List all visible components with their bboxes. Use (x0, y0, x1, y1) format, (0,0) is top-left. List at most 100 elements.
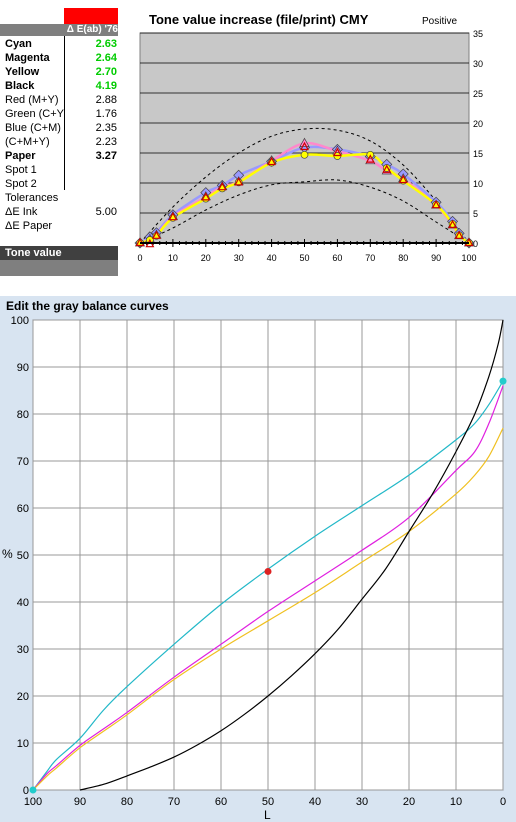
row-value: 2.35 (95, 122, 117, 134)
gb-y-tick: 0 (23, 785, 29, 797)
tvi-point-red-triangle (448, 219, 458, 229)
gb-y-tick: 50 (17, 550, 29, 562)
tvi-x-tick: 100 (461, 253, 476, 263)
delta-e-color-swatch (64, 8, 118, 24)
delta-e-table: Δ E(ab) '76 Cyan 2.63 Magenta 2.64 Yellow 2.7… (0, 0, 118, 280)
gb-x-tick: 50 (262, 796, 274, 808)
gb-control-point[interactable] (29, 786, 37, 794)
tvi-point-red-triangle (267, 156, 277, 166)
row-label: Tolerances (5, 192, 59, 204)
row-label: Magenta (5, 52, 50, 64)
gb-control-point[interactable] (264, 567, 272, 575)
tvi-x-tick: 80 (398, 253, 408, 263)
table-divider (64, 36, 65, 190)
gb-y-tick: 60 (17, 503, 29, 515)
gray-balance-chart[interactable]: Edit the gray balance curves 0 10 20 30 40 50… (0, 296, 516, 822)
gb-series-line[interactable] (32, 385, 504, 791)
row-value: 4.19 (95, 80, 117, 92)
row-label: Yellow (5, 66, 40, 78)
row-label: Blue (C+M) (5, 122, 61, 134)
tvi-x-tick: 60 (332, 253, 342, 263)
gb-x-tick: 80 (121, 796, 133, 808)
tvi-tolerance-upper (139, 127, 470, 244)
tvi-x-tick: 10 (168, 253, 178, 263)
gb-y-tick: 80 (17, 409, 29, 421)
tvi-point-circle (300, 150, 309, 159)
tvi-point-red-triangle (382, 164, 392, 173)
row-label: Red (M+Y) (5, 94, 59, 106)
tvi-x-tick: 40 (267, 253, 277, 263)
gb-y-tick: 30 (17, 644, 29, 656)
positive-label: Positive (422, 16, 457, 27)
gray-balance-ylabel: % (2, 547, 13, 561)
tvi-point-red-triangle (431, 199, 441, 209)
gb-x-tick: 40 (309, 796, 321, 808)
row-label: ΔE Ink (5, 206, 38, 218)
tvi-y-tick: 15 (473, 149, 483, 159)
tvi-y-tick: 30 (473, 59, 483, 69)
gb-series-line[interactable] (79, 319, 504, 791)
gb-x-tick: 30 (356, 796, 368, 808)
tvi-y-tick: 35 (473, 29, 483, 39)
tvi-point-red-triangle (365, 154, 375, 163)
gb-series-line[interactable] (32, 427, 504, 791)
tvi-point-red-triangle (454, 230, 464, 239)
gb-y-tick: 100 (11, 315, 29, 327)
tone-value-panel: Δ E(ab) '76 Cyan 2.63 Magenta 2.64 Yellow 2.7… (0, 0, 516, 296)
tvi-point-red-triangle (332, 147, 342, 157)
gray-balance-xlabel: L (264, 808, 271, 822)
tvi-x-tick: 90 (431, 253, 441, 263)
tvi-point-red-triangle (217, 181, 227, 191)
row-label: Spot 2 (5, 178, 37, 190)
tvi-x-tick: 20 (201, 253, 211, 263)
tvi-x-tick: 70 (365, 253, 375, 263)
row-value: 1.76 (95, 108, 117, 120)
tone-value-increase-chart: Tone value increase (file/print) CMY Pos… (134, 12, 483, 263)
row-label: ΔE Paper (5, 220, 53, 232)
gb-y-tick: 10 (17, 738, 29, 750)
gb-x-tick: 20 (403, 796, 415, 808)
row-value: 2.64 (95, 52, 117, 64)
tvi-tolerance-lower (139, 179, 470, 244)
gb-y-tick: 70 (17, 456, 29, 468)
tone-value-bar (0, 260, 118, 276)
gb-x-tick: 70 (168, 796, 180, 808)
delta-e-header: Δ E(ab) '76 (0, 24, 118, 36)
row-label: Black (5, 80, 35, 92)
tvi-x-tick: 0 (137, 253, 142, 263)
gray-balance-title: Edit the gray balance curves (6, 299, 169, 313)
tvi-chart-title: Tone value increase (file/print) CMY (149, 12, 369, 27)
gb-y-tick: 40 (17, 597, 29, 609)
tvi-point-red-triangle (299, 141, 310, 151)
row-label: Cyan (5, 38, 32, 50)
gb-x-tick: 0 (500, 796, 506, 808)
row-label: Green (C+Y (5, 108, 64, 120)
tvi-x-tick: 30 (234, 253, 244, 263)
tvi-x-tick: 50 (299, 253, 309, 263)
row-value: 2.23 (95, 136, 117, 148)
tvi-y-tick: 5 (473, 209, 478, 219)
row-value: 2.70 (95, 66, 117, 78)
tvi-y-tick: 10 (473, 179, 483, 189)
tone-value-tab[interactable]: Tone value (0, 246, 118, 260)
row-value: 2.63 (95, 38, 117, 50)
row-label: (C+M+Y) (5, 136, 50, 148)
tvi-y-tick: 20 (473, 119, 483, 129)
tvi-point-red-triangle (234, 177, 244, 186)
tvi-y-tick: 25 (473, 89, 483, 99)
row-value: 3.27 (95, 150, 117, 162)
gb-control-point[interactable] (499, 377, 507, 385)
gb-x-tick: 90 (74, 796, 86, 808)
row-label: Paper (5, 150, 36, 162)
gray-balance-panel: Edit the gray balance curves 0 10 20 30 40 50… (0, 296, 516, 822)
tvi-point-red-triangle (201, 192, 211, 201)
gb-x-tick: 100 (24, 796, 42, 808)
row-value: 5.00 (95, 206, 117, 218)
row-value: 2.88 (95, 94, 117, 106)
gb-y-tick: 20 (17, 691, 29, 703)
row-label: Spot 1 (5, 164, 37, 176)
gb-y-tick: 90 (17, 362, 29, 374)
gb-x-tick: 60 (215, 796, 227, 808)
tvi-point-red-triangle (398, 174, 408, 184)
tvi-y-tick: 0 (473, 239, 478, 249)
